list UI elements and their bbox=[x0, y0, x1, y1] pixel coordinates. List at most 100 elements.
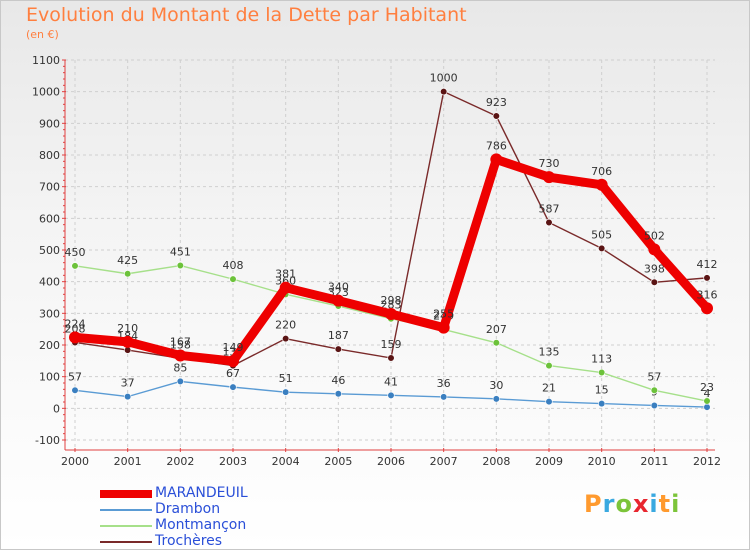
data-point-trocheres bbox=[334, 345, 342, 353]
data-label-marandeuil: 167 bbox=[170, 335, 191, 348]
data-label-trocheres: 505 bbox=[591, 228, 612, 241]
data-label-drambon: 57 bbox=[68, 370, 82, 383]
x-tick-label: 2001 bbox=[114, 455, 142, 468]
data-label-trocheres: 398 bbox=[644, 262, 665, 275]
data-label-trocheres: 1000 bbox=[430, 72, 458, 85]
data-label-montmancon: 425 bbox=[117, 254, 138, 267]
data-point-montmancon bbox=[703, 397, 711, 405]
data-label-montmancon: 360 bbox=[275, 274, 296, 287]
data-point-montmancon bbox=[124, 270, 132, 278]
data-point-montmancon bbox=[229, 275, 237, 283]
y-tick-label: 600 bbox=[39, 212, 60, 225]
x-tick-label: 2012 bbox=[693, 455, 721, 468]
data-label-marandeuil: 381 bbox=[275, 268, 296, 281]
proxiti-logo: Proxiti bbox=[584, 490, 680, 518]
data-point-drambon bbox=[650, 401, 658, 410]
y-tick-label: 500 bbox=[39, 244, 60, 257]
data-point-marandeuil bbox=[595, 178, 608, 191]
data-label-drambon: 21 bbox=[542, 382, 556, 395]
data-point-drambon bbox=[282, 388, 290, 396]
logo-letter: i bbox=[649, 490, 659, 518]
data-label-marandeuil: 210 bbox=[117, 322, 138, 335]
data-point-marandeuil bbox=[701, 302, 713, 315]
data-label-marandeuil: 340 bbox=[328, 281, 349, 294]
data-label-trocheres: 159 bbox=[381, 338, 402, 351]
y-tick-label: 300 bbox=[39, 307, 60, 320]
chart-subtitle: (en €) bbox=[26, 28, 59, 41]
data-point-montmancon bbox=[492, 339, 500, 347]
data-point-trocheres bbox=[650, 278, 658, 286]
data-label-trocheres: 587 bbox=[539, 202, 560, 215]
data-label-trocheres: 187 bbox=[328, 329, 349, 342]
x-tick-label: 2009 bbox=[535, 455, 563, 468]
logo-letter: i bbox=[671, 490, 681, 518]
data-point-marandeuil bbox=[332, 294, 345, 307]
data-label-drambon: 30 bbox=[489, 379, 503, 392]
data-label-drambon: 15 bbox=[595, 384, 609, 397]
data-point-drambon bbox=[440, 393, 448, 401]
x-tick-label: 2010 bbox=[588, 455, 616, 468]
data-point-montmancon bbox=[71, 262, 79, 270]
x-tick-label: 2011 bbox=[640, 455, 668, 468]
data-label-drambon: 36 bbox=[437, 377, 451, 390]
data-label-montmancon: 113 bbox=[591, 353, 612, 366]
data-point-marandeuil bbox=[227, 355, 239, 368]
data-point-montmancon bbox=[598, 368, 606, 377]
logo-letter: P bbox=[584, 490, 603, 518]
data-label-trocheres: 158 bbox=[170, 338, 191, 351]
x-tick-label: 2000 bbox=[61, 455, 89, 468]
data-point-montmancon bbox=[176, 261, 184, 270]
data-label-drambon: 37 bbox=[121, 377, 135, 390]
data-label-montmancon: 451 bbox=[170, 246, 191, 259]
data-point-trocheres bbox=[545, 218, 553, 227]
data-label-marandeuil: 786 bbox=[486, 139, 507, 152]
data-point-marandeuil bbox=[648, 243, 661, 256]
legend-swatch bbox=[100, 541, 152, 543]
legend-label: Drambon bbox=[155, 501, 221, 517]
legend-label: Montmançon bbox=[155, 517, 247, 533]
data-point-drambon bbox=[71, 386, 79, 394]
data-point-trocheres bbox=[492, 112, 500, 120]
data-point-drambon bbox=[229, 383, 237, 391]
logo-letter: x bbox=[632, 490, 650, 518]
data-point-montmancon bbox=[650, 386, 658, 394]
data-point-drambon bbox=[176, 377, 184, 386]
data-point-drambon bbox=[598, 399, 606, 408]
y-tick-label: 200 bbox=[39, 339, 60, 352]
data-point-drambon bbox=[124, 393, 132, 401]
legend-swatch bbox=[100, 525, 152, 527]
data-label-drambon: 46 bbox=[331, 374, 345, 387]
data-label-montmancon: 23 bbox=[700, 381, 714, 394]
y-tick-label: 400 bbox=[39, 276, 60, 289]
x-tick-label: 2006 bbox=[377, 455, 405, 468]
data-label-marandeuil: 149 bbox=[223, 341, 244, 354]
data-label-marandeuil: 502 bbox=[644, 229, 665, 242]
logo-letter: r bbox=[602, 490, 616, 518]
data-label-montmancon: 408 bbox=[223, 259, 244, 272]
data-point-trocheres bbox=[598, 244, 606, 253]
data-point-marandeuil bbox=[279, 281, 292, 294]
data-point-marandeuil bbox=[69, 331, 81, 344]
data-label-marandeuil: 730 bbox=[539, 157, 560, 170]
data-point-trocheres bbox=[440, 88, 448, 96]
legend-label: MARANDEUIL bbox=[155, 485, 248, 501]
y-tick-label: 1100 bbox=[32, 54, 60, 67]
data-label-drambon: 67 bbox=[226, 367, 240, 380]
y-tick-label: 100 bbox=[39, 371, 60, 384]
data-label-marandeuil: 706 bbox=[591, 165, 612, 178]
y-tick-label: 1000 bbox=[32, 86, 60, 99]
data-point-marandeuil bbox=[121, 335, 134, 348]
data-label-trocheres: 208 bbox=[65, 322, 86, 335]
x-tick-label: 2004 bbox=[272, 455, 300, 468]
data-point-drambon bbox=[545, 398, 553, 406]
y-tick-label: -100 bbox=[35, 434, 60, 447]
x-tick-label: 2002 bbox=[166, 455, 194, 468]
data-label-drambon: 51 bbox=[279, 372, 293, 385]
data-point-marandeuil bbox=[490, 153, 503, 166]
data-point-drambon bbox=[387, 391, 395, 399]
data-label-marandeuil: 224 bbox=[65, 317, 86, 330]
y-tick-label: 700 bbox=[39, 181, 60, 194]
data-point-marandeuil bbox=[385, 307, 397, 320]
data-point-drambon bbox=[492, 395, 500, 403]
